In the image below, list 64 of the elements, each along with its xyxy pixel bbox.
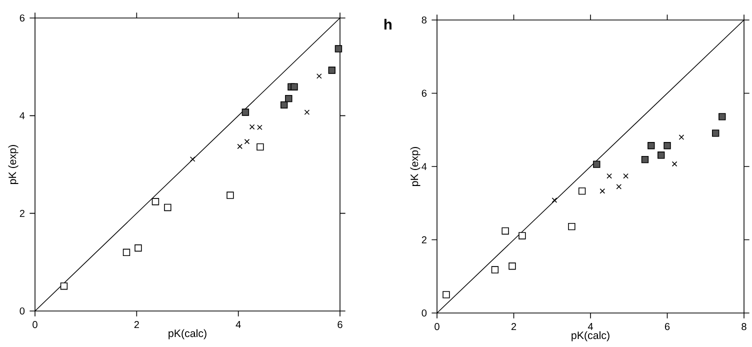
x-axis-title: pK(calc) bbox=[168, 329, 206, 340]
point bbox=[122, 248, 130, 256]
x-axis-title: pK(calc) bbox=[572, 331, 610, 342]
point bbox=[552, 198, 558, 203]
y-tick-label: 6 bbox=[20, 14, 25, 22]
point bbox=[190, 156, 196, 162]
x-tick-label: 2 bbox=[134, 321, 139, 328]
point bbox=[600, 188, 606, 194]
point bbox=[658, 152, 665, 159]
y-tick-label: 4 bbox=[422, 163, 427, 170]
point bbox=[718, 113, 726, 120]
point bbox=[648, 142, 655, 150]
point bbox=[242, 108, 250, 116]
y-tick-label: 8 bbox=[422, 16, 427, 24]
x-tick-label: 2 bbox=[511, 323, 516, 330]
point bbox=[508, 262, 516, 270]
x-tick-label: 0 bbox=[434, 323, 440, 330]
point bbox=[678, 134, 684, 140]
point bbox=[285, 94, 292, 102]
point bbox=[280, 101, 288, 109]
point bbox=[616, 184, 622, 190]
y-tick-label: 2 bbox=[20, 210, 24, 217]
y-tick-label: 0 bbox=[422, 309, 427, 317]
point bbox=[60, 282, 68, 290]
point bbox=[316, 73, 322, 79]
point bbox=[290, 83, 298, 90]
point bbox=[152, 198, 160, 206]
point bbox=[226, 192, 234, 199]
point bbox=[244, 138, 250, 144]
point bbox=[442, 291, 450, 298]
x-tick-label: 6 bbox=[664, 323, 670, 330]
point bbox=[568, 222, 576, 230]
point bbox=[518, 232, 526, 240]
point bbox=[606, 173, 612, 179]
point bbox=[491, 266, 499, 274]
x-tick-label: 0 bbox=[32, 321, 38, 328]
x-tick-label: 4 bbox=[236, 321, 241, 328]
point bbox=[502, 227, 509, 235]
point bbox=[256, 143, 264, 151]
point bbox=[164, 204, 172, 212]
point bbox=[134, 244, 142, 252]
point bbox=[328, 66, 336, 74]
point bbox=[334, 45, 342, 52]
point bbox=[623, 173, 628, 179]
y-tick-label: 4 bbox=[20, 112, 25, 120]
point bbox=[641, 156, 649, 164]
point bbox=[249, 124, 255, 130]
y-axis-title: pK (exp) bbox=[8, 145, 18, 184]
point bbox=[304, 110, 310, 115]
y-tick-label: 2 bbox=[422, 236, 426, 244]
point bbox=[257, 124, 262, 130]
x-tick-label: 6 bbox=[338, 321, 342, 328]
point bbox=[237, 144, 243, 150]
point bbox=[672, 161, 678, 167]
x-tick-label: 4 bbox=[588, 323, 593, 330]
y-tick-label: 0 bbox=[20, 307, 25, 315]
point bbox=[578, 187, 586, 195]
y-tick-label: 6 bbox=[422, 90, 427, 97]
y-axis-title: pK (exp) bbox=[410, 147, 420, 186]
point bbox=[593, 160, 600, 168]
text: h bbox=[384, 18, 392, 30]
x-tick-label: 8 bbox=[742, 323, 746, 330]
point bbox=[712, 130, 720, 137]
point bbox=[664, 142, 671, 150]
